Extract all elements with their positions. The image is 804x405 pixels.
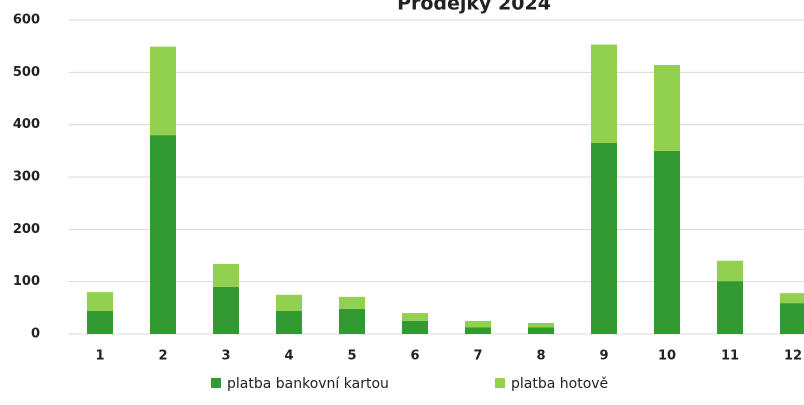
x-tick-label: 12 — [784, 349, 802, 364]
bar-segment — [213, 286, 239, 334]
x-tick-label: 4 — [284, 349, 293, 364]
y-tick-label: 300 — [13, 170, 40, 185]
bar-segment — [150, 46, 176, 136]
bar-segment — [591, 142, 617, 334]
x-tick-label: 10 — [658, 349, 676, 364]
bar-segment — [87, 292, 113, 311]
x-tick-label: 9 — [599, 349, 608, 364]
bar-segment — [654, 150, 680, 334]
legend-swatch — [211, 378, 221, 388]
bar-segment — [213, 263, 239, 287]
bar-segment — [717, 260, 743, 282]
x-tick-label: 7 — [473, 349, 482, 364]
chart-title: Prodejky 2024 — [397, 0, 551, 15]
bar-segment — [528, 323, 554, 328]
legend-label: platba hotově — [511, 376, 608, 392]
y-tick-label: 500 — [13, 65, 40, 80]
bar-segment — [465, 320, 491, 328]
y-tick-label: 200 — [13, 222, 40, 237]
bar-segment — [528, 327, 554, 334]
x-tick-label: 6 — [410, 349, 419, 364]
bar-segment — [717, 281, 743, 334]
bar-segment — [780, 303, 804, 334]
y-tick-label: 600 — [13, 13, 40, 28]
y-tick-label: 100 — [13, 274, 40, 289]
y-tick-label: 400 — [13, 117, 40, 132]
bar-segment — [402, 313, 428, 321]
x-tick-label: 3 — [221, 349, 230, 364]
legend-label: platba bankovní kartou — [227, 376, 389, 392]
x-tick-label: 8 — [536, 349, 545, 364]
bar-segment — [465, 327, 491, 334]
x-tick-label: 11 — [721, 349, 739, 364]
y-tick-label: 0 — [31, 327, 40, 342]
bar-segment — [591, 44, 617, 143]
bar-segment — [780, 293, 804, 304]
bar-segment — [87, 310, 113, 334]
legend-swatch — [495, 378, 505, 388]
bar-segment — [276, 310, 302, 334]
x-tick-label: 1 — [95, 349, 104, 364]
bar-segment — [654, 65, 680, 151]
x-tick-label: 2 — [158, 349, 167, 364]
bar-segment — [276, 294, 302, 311]
bar-segment — [339, 308, 365, 334]
bar-segment — [150, 135, 176, 334]
bar-segment — [339, 296, 365, 309]
x-tick-label: 5 — [347, 349, 356, 364]
bar-segment — [402, 320, 428, 334]
